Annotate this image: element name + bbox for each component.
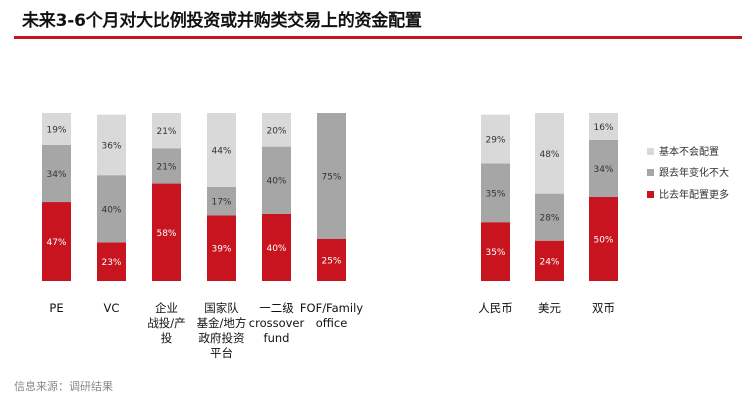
data-label: 40% <box>266 177 286 187</box>
bar-segment-currency-3-s2 <box>589 139 618 197</box>
source-note: 信息来源：调研结果 <box>14 380 113 393</box>
bar-segment-currency-1-s3 <box>481 114 510 164</box>
bar-segment-currency-2-s3 <box>535 113 564 194</box>
data-label: 36% <box>101 141 121 151</box>
bar-segment-currency-2-s1 <box>535 240 564 281</box>
category-label: 美元 <box>538 301 561 315</box>
chart-title: 未来3-6个月对大比例投资或并购类交易上的资金配置 <box>22 11 422 31</box>
legend-swatch <box>647 191 654 198</box>
data-label: 35% <box>485 248 505 258</box>
data-label: 24% <box>539 257 559 267</box>
bar-segment-currency-2-s2 <box>535 193 564 241</box>
bar-segment-investor-2-s3 <box>97 114 126 176</box>
legend-swatch <box>647 148 654 155</box>
category-label: fund <box>264 331 290 345</box>
category-label: crossover <box>249 316 305 330</box>
data-label: 20% <box>266 126 286 136</box>
category-label: PE <box>49 301 63 315</box>
data-label: 75% <box>321 173 341 183</box>
category-label: VC <box>104 301 120 315</box>
legend-label: 跟去年变化不大 <box>659 166 729 179</box>
category-label: FOF/Family <box>300 301 363 315</box>
data-label: 39% <box>211 245 231 255</box>
category-label: 人民币 <box>478 301 513 315</box>
bar-segment-investor-1-s2 <box>42 144 71 203</box>
bar-segment-investor-5-s1 <box>262 213 291 281</box>
legend-label: 基本不会配置 <box>659 145 719 158</box>
legend-label: 比去年配置更多 <box>659 188 729 201</box>
data-label: 47% <box>46 238 66 248</box>
bar-segment-investor-2-s1 <box>97 242 126 281</box>
category-label: 双币 <box>592 301 615 315</box>
data-label: 40% <box>101 205 121 215</box>
bar-segment-investor-6-s1 <box>317 239 346 281</box>
bar-segment-investor-4-s1 <box>207 215 236 281</box>
bar-segment-investor-1-s1 <box>42 202 71 281</box>
data-label: 23% <box>101 258 121 268</box>
category-label: 政府投资 <box>199 331 245 345</box>
bar-segment-investor-5-s3 <box>262 113 291 147</box>
data-label: 35% <box>485 189 505 199</box>
category-label: 平台 <box>210 346 233 360</box>
data-label: 48% <box>539 150 559 160</box>
data-label: 34% <box>46 170 66 180</box>
category-label: 企业 <box>155 301 178 315</box>
data-label: 19% <box>46 125 66 135</box>
title-divider <box>14 36 742 39</box>
bar-segment-investor-5-s2 <box>262 146 291 214</box>
data-label: 58% <box>156 229 176 239</box>
data-label: 40% <box>266 244 286 254</box>
category-label: office <box>316 316 348 330</box>
bar-segment-currency-3-s1 <box>589 197 618 281</box>
bar-segment-investor-3-s1 <box>152 183 181 281</box>
data-label: 16% <box>593 123 613 133</box>
category-label: 一二级 <box>259 301 294 315</box>
data-label: 28% <box>539 214 559 224</box>
data-label: 21% <box>156 127 176 137</box>
bar-segment-investor-3-s2 <box>152 148 181 184</box>
category-label: 战投/产 <box>147 316 185 330</box>
bar-segment-currency-3-s3 <box>589 113 618 140</box>
data-label: 44% <box>211 146 231 156</box>
data-label: 50% <box>593 236 613 246</box>
data-label: 21% <box>156 162 176 172</box>
bar-segment-investor-3-s3 <box>152 113 181 149</box>
data-label: 25% <box>321 257 341 267</box>
bar-segment-investor-4-s3 <box>207 113 236 187</box>
data-label: 34% <box>593 165 613 175</box>
bar-segment-investor-4-s2 <box>207 186 236 216</box>
bar-segment-currency-1-s2 <box>481 163 510 223</box>
legend-swatch <box>647 169 654 176</box>
category-label: 投 <box>161 331 173 345</box>
data-label: 29% <box>485 136 505 146</box>
data-label: 17% <box>211 198 231 208</box>
category-label: 基金/地方 <box>197 316 247 330</box>
bar-segment-currency-1-s1 <box>481 222 510 281</box>
bar-segment-investor-2-s2 <box>97 175 126 243</box>
bar-segment-investor-1-s3 <box>42 113 71 145</box>
category-label: 国家队 <box>204 301 239 315</box>
bar-segment-investor-6-s2 <box>317 113 346 239</box>
